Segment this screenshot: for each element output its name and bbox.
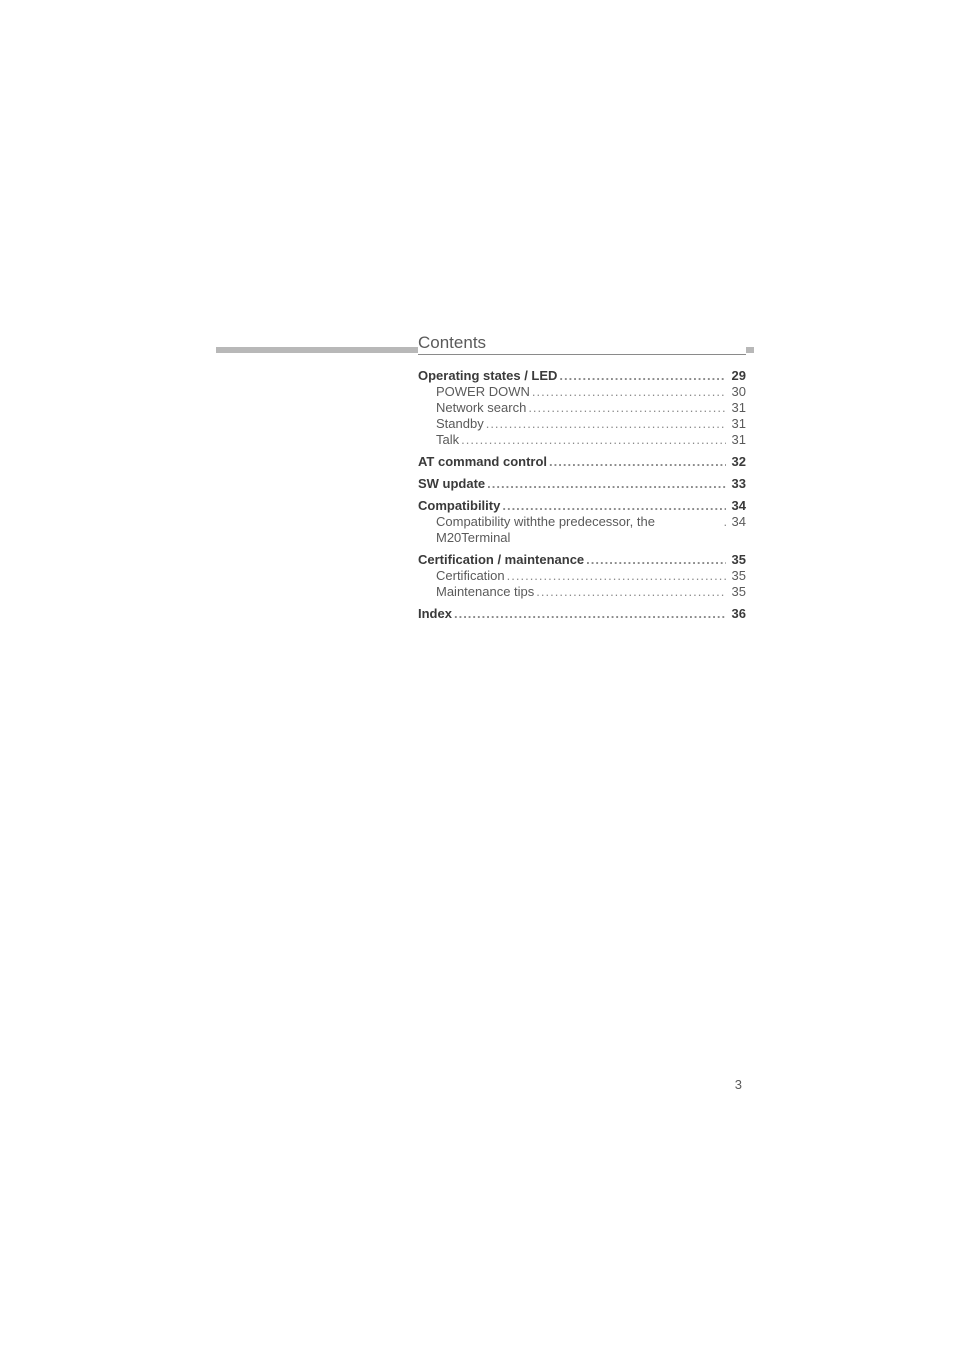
contents-heading: Contents bbox=[418, 333, 746, 355]
toc-section: Compatibility 34 Compatibility withthe p… bbox=[418, 498, 746, 546]
toc-subentry: Network search 31 bbox=[418, 400, 746, 416]
toc-entry: SW update 33 bbox=[418, 476, 746, 492]
heading-bar-left bbox=[216, 347, 418, 353]
toc-leader-dots bbox=[526, 400, 725, 416]
toc-entry: Certification / maintenance 35 bbox=[418, 552, 746, 568]
toc-page-number: 35 bbox=[726, 552, 746, 568]
table-of-contents: Operating states / LED 29 POWER DOWN 30 … bbox=[418, 368, 746, 622]
toc-subentry: Maintenance tips 35 bbox=[418, 584, 746, 600]
toc-content: Contents Operating states / LED 29 POWER… bbox=[418, 333, 746, 622]
toc-leader-dots bbox=[484, 416, 726, 432]
toc-leader-dots bbox=[584, 552, 725, 568]
toc-section: AT command control 32 bbox=[418, 454, 746, 470]
toc-label: SW update bbox=[418, 476, 485, 492]
toc-leader-dots bbox=[485, 476, 725, 492]
toc-page-number: 30 bbox=[726, 384, 746, 400]
toc-entry: Index 36 bbox=[418, 606, 746, 622]
toc-label: Standby bbox=[436, 416, 484, 432]
toc-entry: AT command control 32 bbox=[418, 454, 746, 470]
toc-page-number: 35 bbox=[726, 584, 746, 600]
toc-page-number: 29 bbox=[726, 368, 746, 384]
toc-label: Index bbox=[418, 606, 452, 622]
toc-leader-dots bbox=[534, 584, 725, 600]
toc-subentry: Certification 35 bbox=[418, 568, 746, 584]
toc-label: Talk bbox=[436, 432, 459, 448]
toc-label: Network search bbox=[436, 400, 526, 416]
document-page: Contents Operating states / LED 29 POWER… bbox=[0, 0, 954, 1348]
toc-page-number: 33 bbox=[726, 476, 746, 492]
toc-entry: Compatibility 34 bbox=[418, 498, 746, 514]
toc-leader-dots bbox=[530, 384, 726, 400]
toc-section: SW update 33 bbox=[418, 476, 746, 492]
toc-section: Certification / maintenance 35 Certifica… bbox=[418, 552, 746, 600]
toc-page-number: 32 bbox=[726, 454, 746, 470]
toc-page-number: 31 bbox=[726, 400, 746, 416]
toc-leader-dots bbox=[500, 498, 725, 514]
contents-heading-row: Contents bbox=[418, 333, 746, 355]
toc-label: Maintenance tips bbox=[436, 584, 534, 600]
toc-subentry: Standby 31 bbox=[418, 416, 746, 432]
toc-page-number: 36 bbox=[726, 606, 746, 622]
toc-label: Certification / maintenance bbox=[418, 552, 584, 568]
toc-subentry: POWER DOWN 30 bbox=[418, 384, 746, 400]
page-number: 3 bbox=[0, 1077, 954, 1092]
heading-bar-right bbox=[746, 347, 754, 353]
toc-label: Certification bbox=[436, 568, 505, 584]
toc-label: Compatibility bbox=[418, 498, 500, 514]
toc-leader-dots bbox=[505, 568, 726, 584]
toc-page-number: 35 bbox=[726, 568, 746, 584]
toc-label: Compatibility withthe predecessor, the M… bbox=[436, 514, 722, 546]
toc-entry: Operating states / LED 29 bbox=[418, 368, 746, 384]
toc-label: POWER DOWN bbox=[436, 384, 530, 400]
toc-label: Operating states / LED bbox=[418, 368, 557, 384]
toc-leader-dots bbox=[459, 432, 725, 448]
toc-page-number: 34 bbox=[726, 498, 746, 514]
toc-section: Operating states / LED 29 POWER DOWN 30 … bbox=[418, 368, 746, 448]
toc-leader-dots bbox=[547, 454, 725, 470]
toc-page-number: 31 bbox=[726, 432, 746, 448]
toc-page-number: 34 bbox=[726, 514, 746, 530]
toc-subentry: Talk 31 bbox=[418, 432, 746, 448]
toc-section: Index 36 bbox=[418, 606, 746, 622]
toc-page-number: 31 bbox=[726, 416, 746, 432]
toc-leader-dots bbox=[452, 606, 726, 622]
toc-leader-dots bbox=[557, 368, 725, 384]
toc-label: AT command control bbox=[418, 454, 547, 470]
toc-subentry: Compatibility withthe predecessor, the M… bbox=[418, 514, 746, 546]
